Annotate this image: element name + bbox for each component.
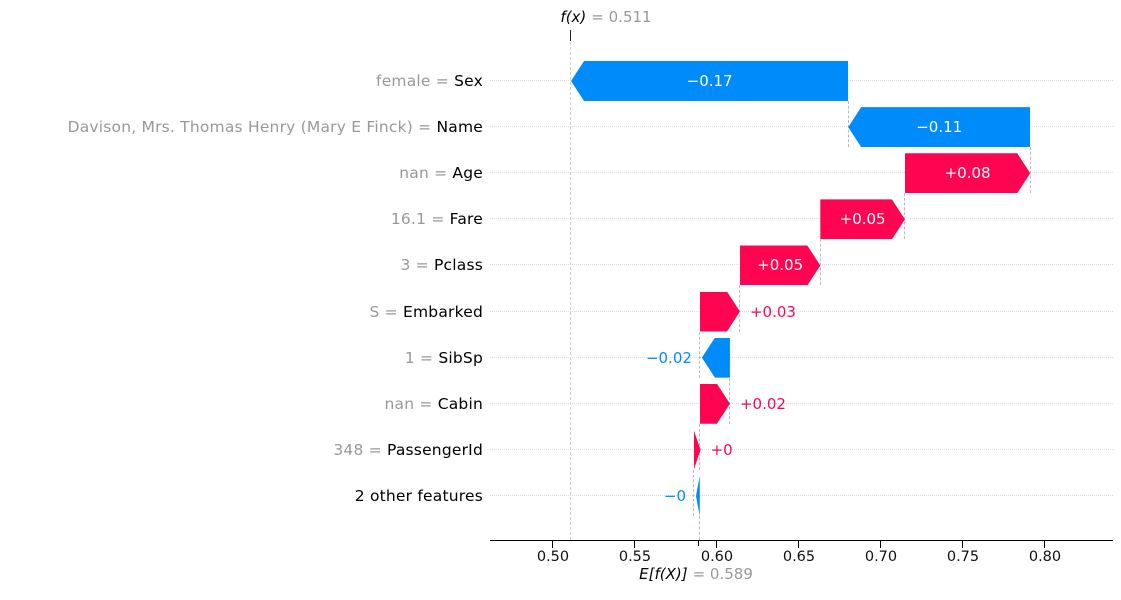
feature-label: 16.1 = Fare — [0, 208, 483, 230]
x-axis-tick — [962, 541, 964, 548]
x-axis-tick — [716, 541, 718, 548]
bar-value-label: +0.08 — [944, 164, 991, 183]
feature-label: nan = Age — [0, 162, 483, 184]
feature-value: nan = — [399, 164, 453, 183]
bar-value-label: −0.02 — [645, 348, 692, 367]
row-gridline — [490, 218, 1113, 220]
fx-symbol: f(x) — [560, 8, 587, 26]
x-axis-tick-label: 0.50 — [536, 549, 570, 565]
bar-value-label: +0.05 — [757, 256, 804, 275]
x-axis-tick — [634, 541, 636, 548]
x-axis-tick-label: 0.60 — [700, 549, 734, 565]
bar-connector — [693, 469, 695, 516]
feature-label: 1 = SibSp — [0, 347, 483, 369]
feature-name: Fare — [449, 210, 483, 229]
feature-value: 348 = — [333, 440, 387, 459]
bar-connector — [699, 331, 701, 378]
waterfall-bar-embarked — [700, 292, 740, 332]
expected-value-label: E[f(X)] = 0.589 — [639, 565, 753, 583]
feature-label: female = Sex — [0, 70, 483, 92]
bar-value-label: +0 — [710, 440, 733, 459]
feature-name: PassengerId — [386, 440, 483, 459]
waterfall-bar-fare — [820, 199, 905, 239]
feature-label: 2 other features — [0, 485, 483, 507]
waterfall-bar-passengerid — [693, 429, 701, 470]
feature-name: 2 other features — [354, 486, 483, 505]
x-axis-line — [490, 540, 1113, 541]
feature-name: Name — [436, 118, 483, 137]
x-axis-tick — [880, 541, 882, 548]
fx-reference-line — [570, 42, 572, 540]
bar-connector — [1029, 147, 1031, 194]
bar-connector — [699, 423, 701, 470]
waterfall-bar-2-other-features — [696, 475, 700, 516]
fx-value: = 0.511 — [591, 8, 652, 26]
bar-connector — [904, 193, 906, 240]
x-axis-tick-label: 0.75 — [946, 549, 980, 565]
waterfall-bar-pclass — [740, 245, 820, 285]
bar-value-label: −0 — [663, 486, 686, 505]
feature-value: 1 = — [404, 348, 439, 367]
bar-value-label: −0.11 — [916, 118, 963, 137]
bar-value-label: +0.05 — [839, 210, 886, 229]
x-axis-tick-label: 0.55 — [618, 549, 652, 565]
x-axis-tick-label: 0.70 — [864, 549, 898, 565]
bar-value-label: +0.02 — [739, 394, 786, 413]
feature-value: Davison, Mrs. Thomas Henry (Mary E Finck… — [67, 118, 437, 137]
feature-label: Davison, Mrs. Thomas Henry (Mary E Finck… — [0, 116, 483, 138]
x-axis-tick — [1044, 541, 1046, 548]
feature-label: 3 = Pclass — [0, 254, 483, 276]
row-gridline — [490, 126, 1113, 128]
feature-value: 16.1 = — [390, 210, 450, 229]
row-gridline — [490, 310, 1113, 312]
x-axis-tick-label: 0.80 — [1028, 549, 1062, 565]
bar-value-label: +0.03 — [749, 302, 796, 321]
feature-name: Cabin — [437, 394, 483, 413]
feature-value: 3 = — [400, 256, 434, 275]
feature-label: nan = Cabin — [0, 393, 483, 415]
feature-value: nan = — [384, 394, 438, 413]
feature-value: female = — [376, 72, 455, 90]
bar-value-label: −0.17 — [686, 72, 733, 90]
efx-symbol: E[f(X)] — [639, 565, 688, 583]
feature-name: Age — [452, 164, 483, 183]
bar-connector — [729, 377, 731, 424]
feature-name: SibSp — [438, 348, 483, 367]
feature-label: S = Embarked — [0, 301, 483, 323]
waterfall-bar-cabin — [700, 384, 730, 424]
feature-name: Pclass — [433, 256, 483, 275]
feature-value: S = — [369, 302, 403, 321]
x-axis-tick-label: 0.65 — [782, 549, 816, 565]
bar-connector — [739, 285, 741, 332]
x-axis-tick — [552, 541, 554, 548]
efx-value: = 0.589 — [692, 565, 753, 583]
row-gridline — [490, 356, 1113, 358]
expected-value-tick — [698, 541, 700, 547]
bar-connector — [847, 101, 849, 148]
fx-tick — [570, 30, 572, 41]
feature-name: Sex — [454, 72, 483, 90]
row-gridline — [490, 172, 1113, 174]
bar-connector — [819, 239, 821, 286]
waterfall-bar-name — [848, 107, 1031, 148]
fx-output-label: f(x) = 0.511 — [560, 8, 651, 26]
x-axis-tick — [798, 541, 800, 548]
bar-connector — [699, 515, 701, 540]
row-gridline — [490, 402, 1113, 404]
waterfall-bar-age — [905, 153, 1030, 193]
row-gridline — [490, 494, 1113, 496]
row-gridline — [490, 448, 1113, 450]
waterfall-bar-sex — [571, 61, 849, 101]
waterfall-bar-sibsp — [701, 337, 730, 378]
feature-name: Embarked — [402, 302, 483, 321]
feature-label: 348 = PassengerId — [0, 439, 483, 461]
